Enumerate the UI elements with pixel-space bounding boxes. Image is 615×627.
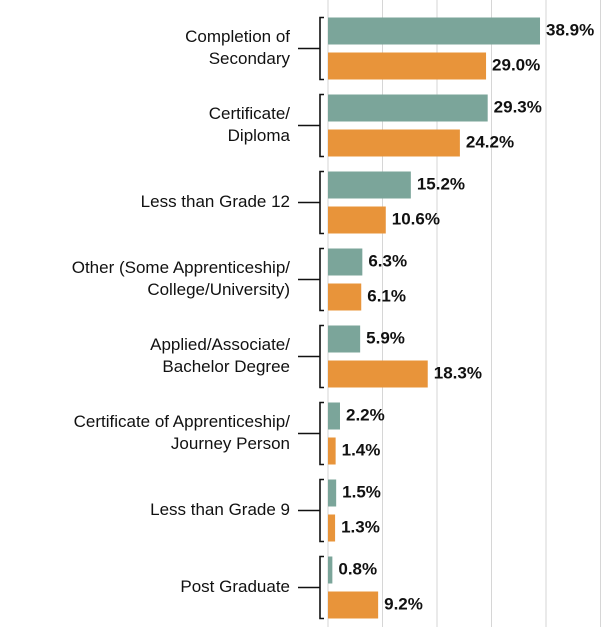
value-label: 15.2% [417, 174, 465, 193]
category-label: Other (Some Apprenticeship/ [72, 258, 291, 277]
bar [328, 283, 362, 311]
bar [328, 479, 337, 507]
category-label: College/University) [147, 280, 290, 299]
category-label: Journey Person [171, 434, 290, 453]
value-label: 29.0% [492, 55, 540, 74]
category-label: Less than Grade 12 [141, 192, 290, 211]
bar [328, 437, 336, 465]
value-label: 38.9% [546, 20, 594, 39]
value-label: 1.4% [342, 440, 381, 459]
category-label: Applied/Associate/ [150, 335, 290, 354]
bracket [319, 401, 324, 466]
value-label: 2.2% [346, 405, 385, 424]
value-label: 0.8% [338, 559, 377, 578]
bar [328, 171, 411, 199]
bracket [319, 555, 324, 620]
bar [328, 360, 428, 388]
bracket [319, 170, 324, 235]
category-label: Bachelor Degree [162, 357, 290, 376]
category-label: Secondary [209, 49, 291, 68]
value-label: 1.5% [342, 482, 381, 501]
category-label: Post Graduate [180, 577, 290, 596]
bar [328, 52, 487, 80]
category-label: Certificate of Apprenticeship/ [74, 412, 291, 431]
value-label: 10.6% [392, 209, 440, 228]
bar [328, 206, 386, 234]
bar [328, 591, 379, 619]
value-label: 6.3% [368, 251, 407, 270]
bar [328, 17, 541, 45]
bar [328, 556, 333, 584]
bar [328, 129, 460, 157]
value-label: 18.3% [434, 363, 482, 382]
value-label: 1.3% [341, 517, 380, 536]
value-label: 6.1% [367, 286, 406, 305]
bar [328, 325, 361, 353]
value-label: 5.9% [366, 328, 405, 347]
value-label: 29.3% [494, 97, 542, 116]
bracket [319, 93, 324, 158]
bar [328, 402, 340, 430]
category-label: Diploma [228, 126, 291, 145]
bracket [319, 478, 324, 543]
category-label: Less than Grade 9 [150, 500, 290, 519]
category-label: Certificate/ [209, 104, 291, 123]
category-label: Completion of [185, 27, 290, 46]
value-label: 24.2% [466, 132, 514, 151]
value-label: 9.2% [384, 594, 423, 613]
bar [328, 514, 336, 542]
bar [328, 248, 363, 276]
bracket [319, 324, 324, 389]
bar [328, 94, 488, 122]
bracket [319, 16, 324, 81]
bracket [319, 247, 324, 312]
